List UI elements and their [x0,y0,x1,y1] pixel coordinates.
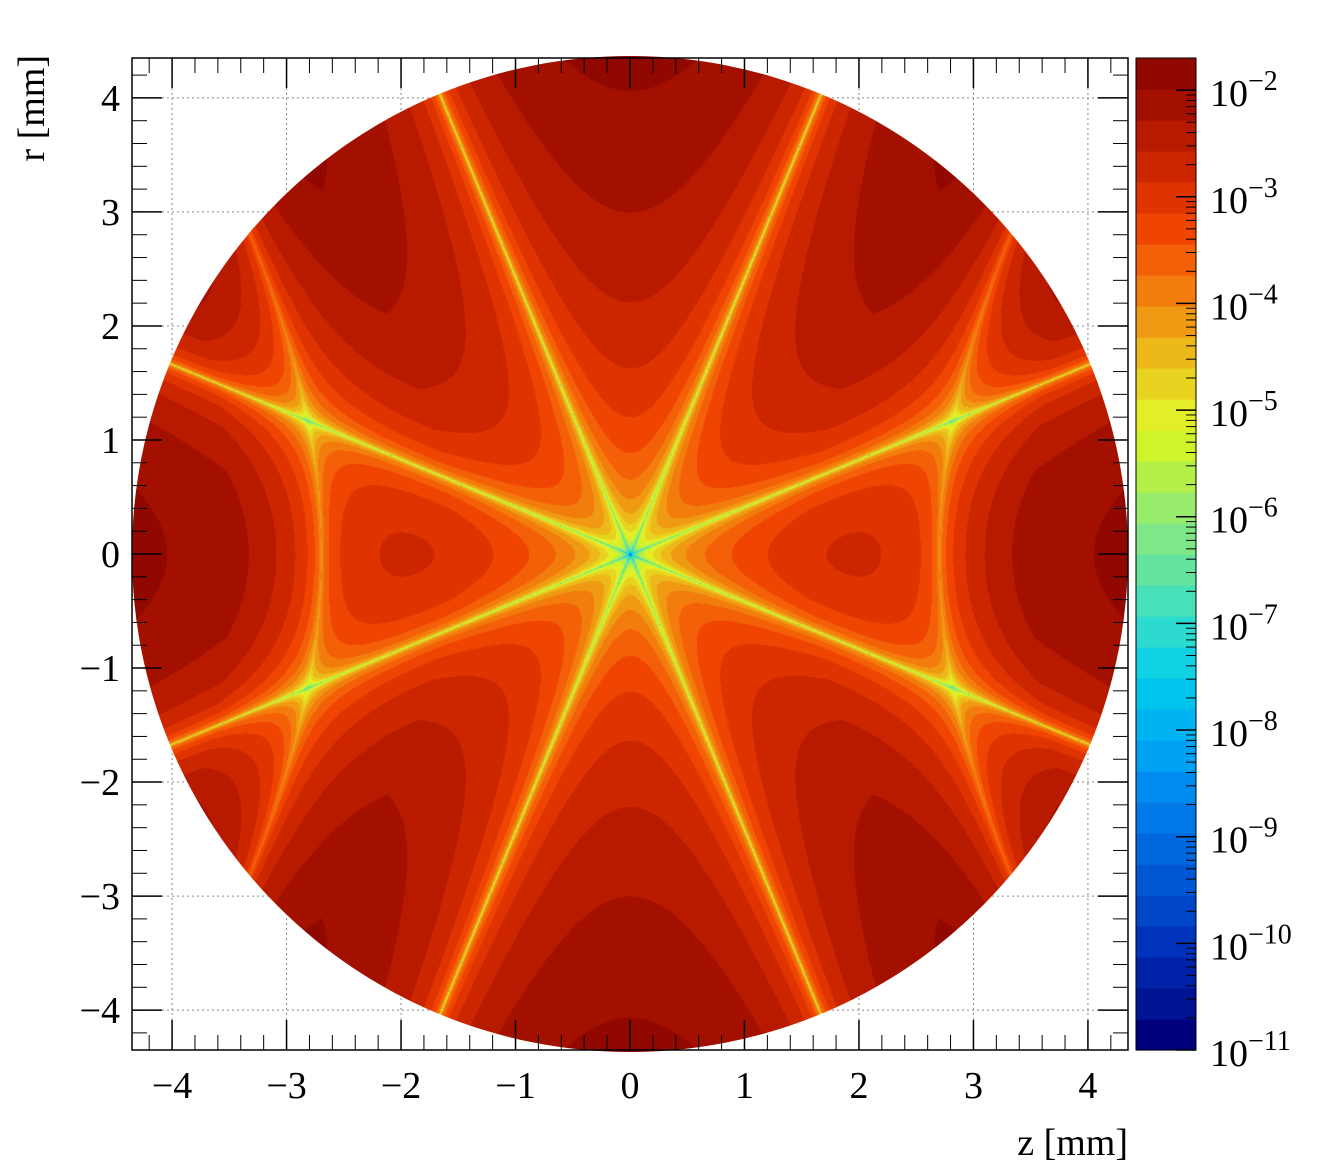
colorbar-band [1136,275,1196,307]
colorbar-band [1136,647,1196,679]
y-tick-label: −2 [80,762,120,804]
colorbar-band [1136,306,1196,338]
heatmap-field [132,56,1128,1052]
colorbar-band [1136,988,1196,1020]
colorbar-band [1136,740,1196,772]
colorbar-tick-label: 10−4 [1210,279,1278,328]
colorbar-band [1136,58,1196,90]
y-tick-label: 4 [101,78,120,120]
colorbar-tick-label: 10−6 [1210,493,1278,542]
colorbar-tick-label: 10−10 [1210,919,1292,968]
colorbar-band [1136,709,1196,741]
colorbar-band [1136,957,1196,989]
colorbar-band [1136,585,1196,617]
x-tick-label: 1 [735,1065,754,1107]
y-axis-title: r [mm] [11,55,53,162]
colorbar-band [1136,833,1196,865]
y-tick-label: −3 [80,876,120,918]
colorbar-band [1136,430,1196,462]
colorbar-tick-label: 10−7 [1210,599,1278,648]
x-tick-label: 2 [849,1065,868,1107]
y-tick-label: 3 [101,192,120,234]
colorbar-tick-label: 10−2 [1210,66,1278,115]
colorbar-tick-label: 10−5 [1210,386,1278,435]
colorbar-band [1136,151,1196,183]
colorbar-band [1136,492,1196,524]
colorbar-band [1136,368,1196,400]
x-tick-label: 0 [621,1065,640,1107]
colorbar-band [1136,89,1196,121]
y-tick-label: 2 [101,306,120,348]
y-tick-label: 1 [101,420,120,462]
colorbar-band [1136,1019,1196,1051]
colorbar-band [1136,802,1196,834]
x-tick-label: −2 [381,1065,421,1107]
colorbar-tick-label: 10−9 [1210,813,1278,862]
x-tick-label: −1 [495,1065,535,1107]
x-tick-label: −4 [152,1065,192,1107]
axes-ticks: −4 −3 −2 −1 0 1 2 3 4 −4 −3 −2 −1 0 1 2 3 4 [80,58,1128,1107]
colorbar-band [1136,244,1196,276]
y-tick-label: 0 [101,534,120,576]
colorbar-band [1136,678,1196,710]
x-tick-label: −3 [266,1065,306,1107]
colorbar-band [1136,926,1196,958]
x-tick-label: 3 [964,1065,983,1107]
x-axis-title: z [mm] [1017,1122,1128,1164]
colorbar-band [1136,337,1196,369]
y-tick-label: −4 [80,990,120,1032]
colorbar-frame [1135,57,1197,1051]
colorbar-band [1136,523,1196,555]
x-tick-label: 4 [1078,1065,1097,1107]
colorbar-band [1136,771,1196,803]
colorbar-band [1136,616,1196,648]
colorbar-tick-label: 10−3 [1210,173,1278,222]
colorbar-tick-label: 10−8 [1210,706,1278,755]
colorbar-tick-label: 10−11 [1210,1026,1291,1075]
y-tick-label: −1 [80,648,120,690]
colorbar-band [1136,182,1196,214]
colorbar: 10−2 10−3 10−4 10−5 10−6 10−7 10−8 10−9 10−10 10−… [1135,57,1292,1075]
colorbar-band [1136,120,1196,152]
